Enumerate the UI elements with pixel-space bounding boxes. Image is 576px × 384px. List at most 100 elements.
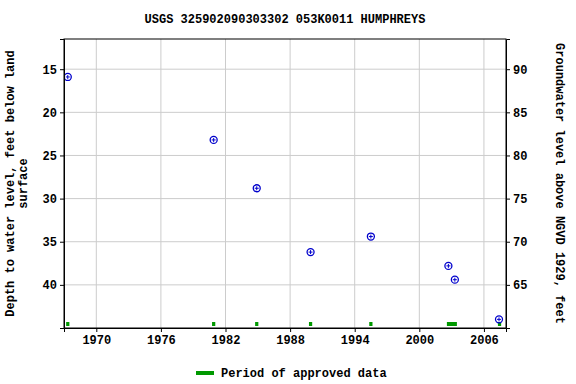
point-cross	[453, 278, 457, 282]
tick-label: 1976	[147, 334, 176, 348]
data-point	[445, 262, 452, 269]
tick: 90	[506, 64, 527, 78]
point-cross	[309, 250, 313, 254]
tick: 1982	[212, 328, 241, 348]
data-point	[210, 136, 217, 143]
axis-yticks: 15 20 25 30 35 40	[43, 40, 65, 329]
chart: 1970 1976 1982 1988 1994 2000 2006 15 20 25 30 35 40…	[0, 0, 576, 384]
tick-label: 90	[513, 64, 527, 78]
grid-line-y	[64, 155, 506, 156]
point-cross	[446, 264, 450, 268]
tick-label: 2000	[405, 334, 434, 348]
tick-label: 30	[43, 193, 57, 207]
tick-mark	[484, 328, 485, 332]
tick: 80	[506, 150, 527, 164]
axis-line-yticks	[60, 40, 65, 329]
approved-period	[66, 322, 69, 326]
data-point	[64, 73, 71, 80]
tick-label: 25	[43, 150, 57, 164]
tick-mark	[419, 328, 420, 332]
tick: 1970	[82, 328, 111, 348]
point-circle	[367, 233, 374, 240]
tick-label: 70	[513, 236, 527, 250]
tick-label: 80	[513, 150, 527, 164]
grid-line-y	[64, 284, 506, 285]
tick-label: 40	[43, 279, 57, 293]
point-circle	[253, 185, 260, 192]
tick-mark	[60, 242, 64, 243]
data-point	[307, 249, 314, 256]
data-point	[451, 276, 458, 283]
tick-mark	[506, 199, 510, 200]
tick: 35	[43, 236, 64, 250]
legend: Period of approved data	[196, 367, 387, 381]
tick-label: 15	[43, 64, 57, 78]
approved-period	[309, 322, 312, 326]
tick: 25	[43, 150, 64, 164]
point-circle	[64, 73, 71, 80]
point-circle	[496, 316, 503, 323]
tick-mark	[290, 328, 291, 332]
axis-y2ticks: 657075808590	[506, 40, 527, 329]
tick-mark	[60, 285, 64, 286]
tick-label: 85	[513, 107, 527, 121]
axis-line-xticks	[65, 329, 507, 333]
tick-mark	[60, 112, 64, 113]
tick-mark	[96, 328, 97, 332]
tick-label: 65	[513, 279, 527, 293]
point-circle	[307, 249, 314, 256]
tick: 1994	[341, 328, 370, 348]
tick-mark	[506, 285, 510, 286]
tick-mark	[60, 155, 64, 156]
tick: 2006	[470, 328, 499, 348]
axis-line-y2ticks	[507, 40, 511, 329]
y2-axis-label: Groundwater level above NGVD 1929, feet	[552, 43, 566, 324]
tick-mark	[355, 328, 356, 332]
approved-period	[255, 322, 258, 326]
tick-mark	[506, 155, 510, 156]
grid	[64, 39, 506, 328]
tick: 40	[43, 279, 64, 293]
tick: 15	[43, 64, 64, 78]
grid-line-y	[64, 69, 506, 70]
plot-frame	[64, 39, 506, 328]
title: USGS 325902090303302 053K0011 HUMPHREYS	[145, 13, 426, 27]
grid-line-y	[64, 198, 506, 199]
point-cross	[497, 317, 501, 321]
tick: 65	[506, 279, 527, 293]
tick: 1976	[147, 328, 176, 348]
tick-label: 1970	[82, 334, 111, 348]
tick-label: 1988	[276, 334, 305, 348]
tick-mark	[506, 112, 510, 113]
tick-label: 20	[43, 107, 57, 121]
point-cross	[212, 138, 216, 142]
tick-mark	[506, 242, 510, 243]
data-point	[496, 316, 503, 323]
approved-period	[369, 322, 372, 326]
data-point	[367, 233, 374, 240]
data-point	[253, 185, 260, 192]
grid-line-y	[64, 241, 506, 242]
tick-label: 1994	[341, 334, 370, 348]
tick-mark	[161, 328, 162, 332]
tick-mark	[60, 199, 64, 200]
legend-swatch	[196, 371, 214, 375]
grid-line-y	[64, 112, 506, 113]
point-cross	[255, 186, 259, 190]
tick: 20	[43, 107, 64, 121]
tick-label: 2006	[470, 334, 499, 348]
tick: 30	[43, 193, 64, 207]
point-circle	[210, 136, 217, 143]
y-axis-label: surface	[17, 158, 31, 208]
tick-mark	[60, 69, 64, 70]
tick: 2000	[405, 328, 434, 348]
point-cross	[66, 75, 70, 79]
tick: 1988	[276, 328, 305, 348]
legend-label: Period of approved data	[221, 367, 387, 381]
point-circle	[445, 262, 452, 269]
tick-label: 35	[43, 236, 57, 250]
point-circle	[451, 276, 458, 283]
tick-mark	[226, 328, 227, 332]
approved-period	[447, 322, 457, 326]
point-cross	[369, 235, 373, 239]
